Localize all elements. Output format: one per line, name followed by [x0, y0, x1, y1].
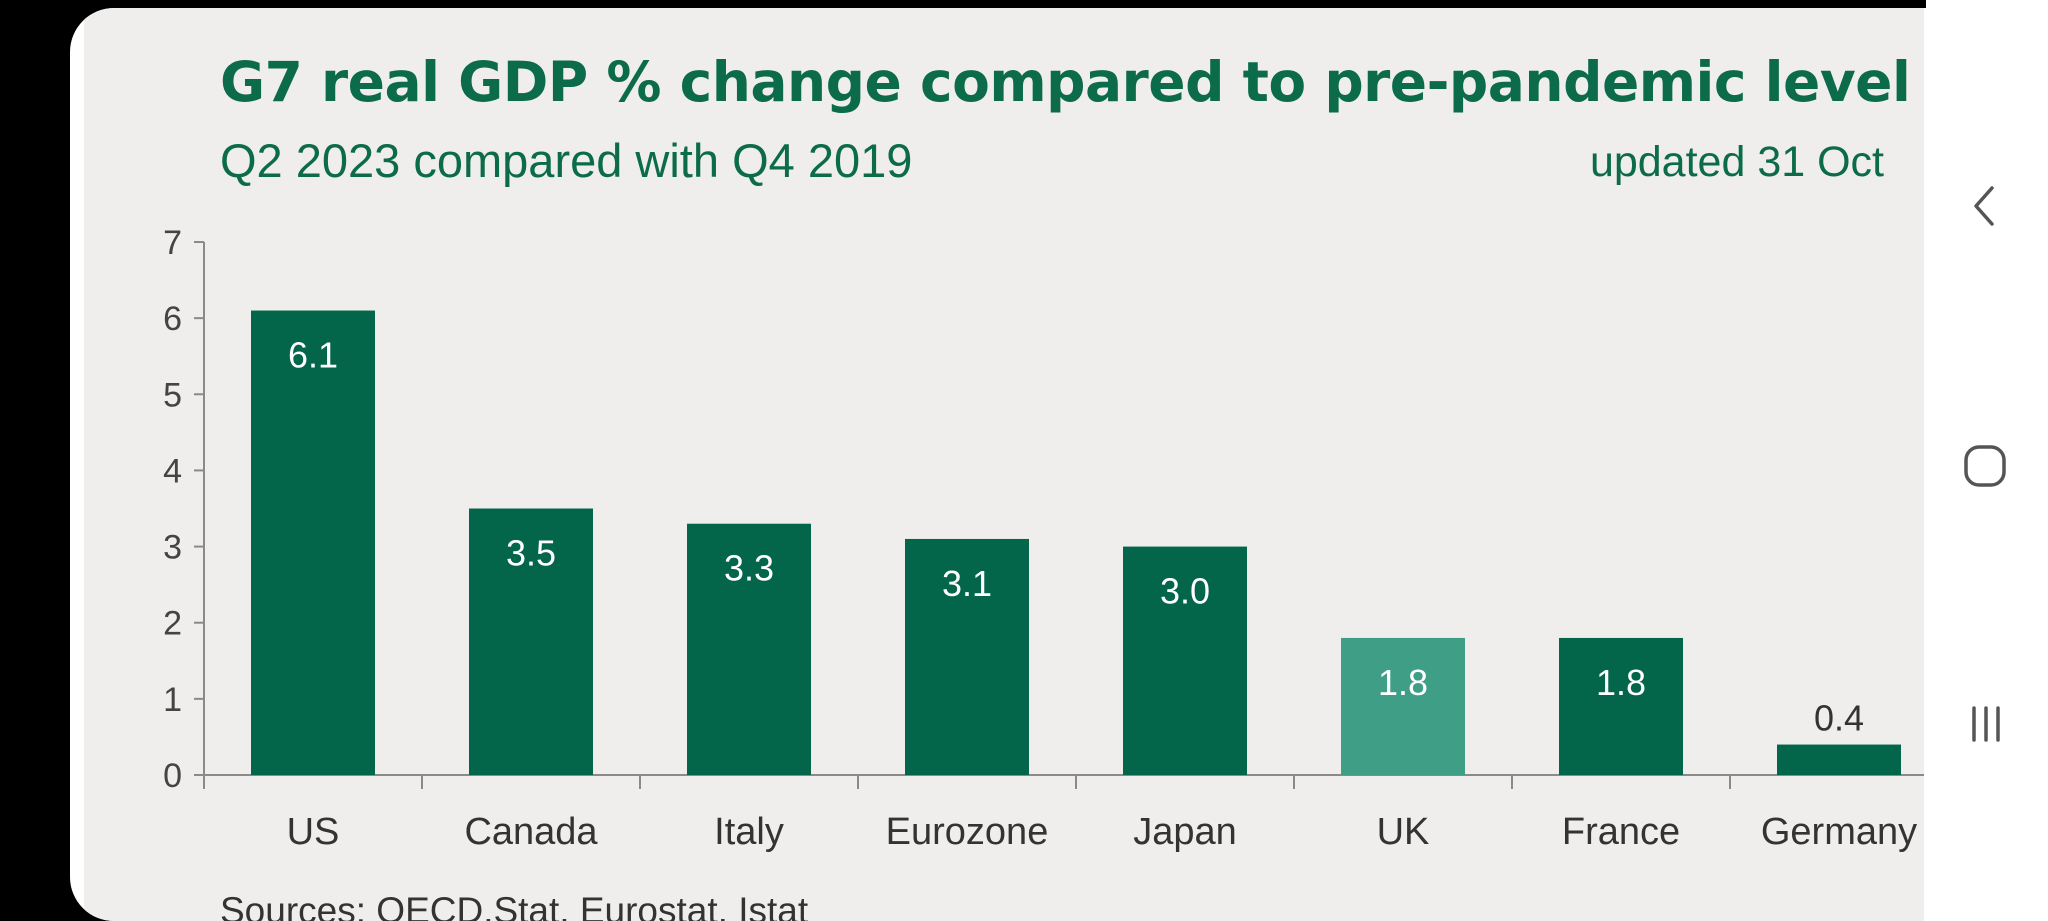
bar-chart: 0 1 2 3 4 5 6 7 6.1 US 3.5 Canada 3.3 Italy 3.1 Eurozon… [163, 224, 1924, 853]
y-tick-label: 3 [163, 529, 182, 567]
data-label: 1.8 [1378, 662, 1428, 703]
bar-japan [1123, 546, 1247, 775]
home-button[interactable] [1956, 436, 2016, 496]
chart-title: G7 real GDP % change compared to pre-pan… [220, 50, 1911, 114]
data-label: 3.3 [724, 548, 774, 589]
x-category-label: UK [1377, 811, 1430, 853]
rounded-square-icon [1964, 445, 2006, 487]
bar-us [251, 310, 375, 775]
x-category-label: Germany [1761, 811, 1917, 853]
y-tick-label: 4 [163, 452, 182, 490]
y-tick-label: 6 [163, 300, 182, 338]
data-label: 6.1 [288, 335, 338, 376]
chart-card: G7 real GDP % change compared to pre-pan… [70, 8, 1926, 921]
y-tick-label: 2 [163, 605, 182, 643]
data-label: 0.4 [1814, 698, 1864, 739]
bar-eurozone [905, 538, 1029, 775]
back-button[interactable] [1956, 176, 2016, 236]
x-category-label: US [287, 811, 340, 853]
bar-france [1559, 637, 1683, 775]
bar-canada [469, 508, 593, 775]
y-tick-label: 7 [163, 224, 182, 262]
chevron-left-icon [1974, 186, 1994, 226]
y-tick-label: 0 [163, 757, 182, 795]
x-category-label: Canada [464, 811, 598, 853]
recent-apps-button[interactable] [1956, 694, 2016, 754]
y-tick-label: 1 [163, 681, 182, 719]
x-category-label: Italy [714, 811, 784, 853]
bar-uk [1341, 637, 1465, 775]
bar-italy [687, 523, 811, 775]
chart-updated-note: updated 31 Oct [1589, 138, 1884, 186]
chart-source: Sources: OECD.Stat, Eurostat, Istat [220, 890, 809, 921]
data-label: 3.1 [942, 563, 992, 604]
y-tick-label: 5 [163, 376, 182, 414]
chart-area: G7 real GDP % change compared to pre-pan… [84, 8, 1924, 921]
x-category-label: France [1562, 811, 1680, 853]
bar-germany [1777, 744, 1901, 775]
x-category-label: Japan [1133, 811, 1237, 853]
x-category-label: Eurozone [886, 811, 1049, 853]
data-label: 3.0 [1160, 571, 1210, 612]
system-nav-bar [1926, 0, 2048, 921]
chart-subtitle: Q2 2023 compared with Q4 2019 [220, 134, 913, 187]
three-bars-icon [1972, 706, 2000, 742]
data-label: 3.5 [506, 533, 556, 574]
data-label: 1.8 [1596, 662, 1646, 703]
